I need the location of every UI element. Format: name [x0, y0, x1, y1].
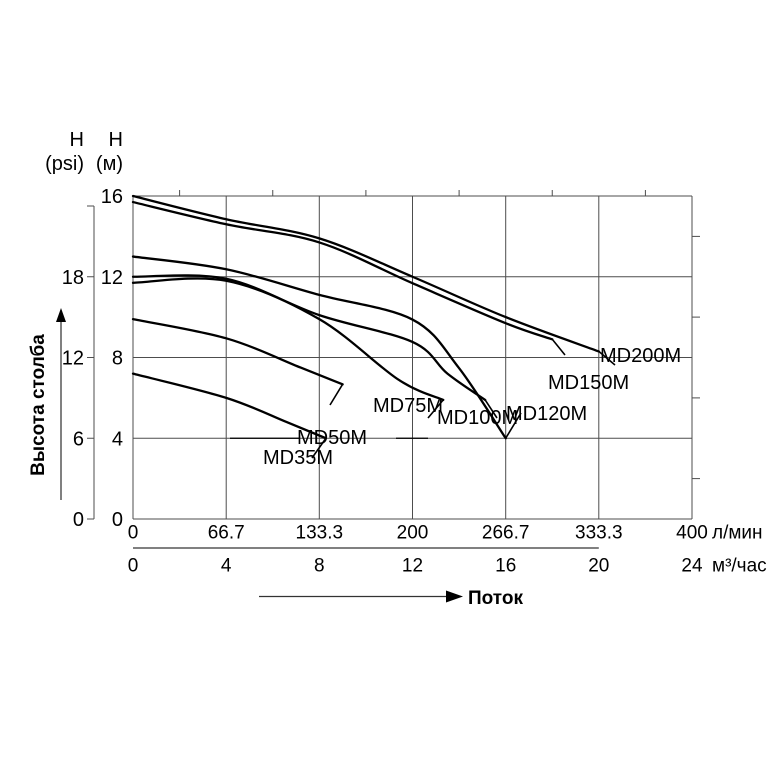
svg-text:266.7: 266.7 [482, 523, 530, 544]
svg-text:16: 16 [101, 186, 123, 208]
svg-text:333.3: 333.3 [575, 523, 623, 544]
svg-text:4: 4 [112, 428, 123, 450]
svg-text:8: 8 [112, 348, 123, 370]
svg-text:MD150M: MD150M [548, 372, 629, 394]
svg-text:MD75M: MD75M [373, 395, 443, 417]
svg-text:8: 8 [314, 556, 325, 577]
svg-text:(м): (м) [96, 153, 123, 175]
svg-text:MD50M: MD50M [297, 427, 367, 449]
svg-text:18: 18 [62, 267, 84, 289]
svg-text:6: 6 [73, 428, 84, 450]
svg-text:12: 12 [101, 267, 123, 289]
svg-text:24: 24 [681, 556, 703, 577]
svg-text:л/мин: л/мин [712, 523, 763, 544]
svg-text:12: 12 [62, 348, 84, 370]
svg-text:MD120M: MD120M [506, 403, 587, 425]
svg-text:0: 0 [73, 509, 84, 531]
svg-text:200: 200 [397, 523, 429, 544]
svg-text:MD100M: MD100M [437, 407, 518, 429]
svg-text:(psi): (psi) [45, 153, 84, 175]
svg-text:MD35M: MD35M [263, 447, 333, 469]
svg-text:20: 20 [588, 556, 609, 577]
svg-text:16: 16 [495, 556, 516, 577]
svg-text:0: 0 [128, 556, 139, 577]
svg-text:0: 0 [128, 523, 139, 544]
svg-text:66.7: 66.7 [208, 523, 245, 544]
svg-text:12: 12 [402, 556, 423, 577]
svg-text:0: 0 [112, 509, 123, 531]
svg-text:H: H [70, 129, 84, 151]
svg-text:4: 4 [221, 556, 232, 577]
svg-text:MD200M: MD200M [600, 345, 681, 367]
svg-text:Высота столба: Высота столба [28, 334, 49, 476]
svg-text:м³/час: м³/час [712, 556, 767, 577]
svg-text:Поток: Поток [468, 588, 523, 609]
svg-text:133.3: 133.3 [296, 523, 344, 544]
svg-text:H: H [109, 129, 123, 151]
svg-text:400: 400 [676, 523, 708, 544]
